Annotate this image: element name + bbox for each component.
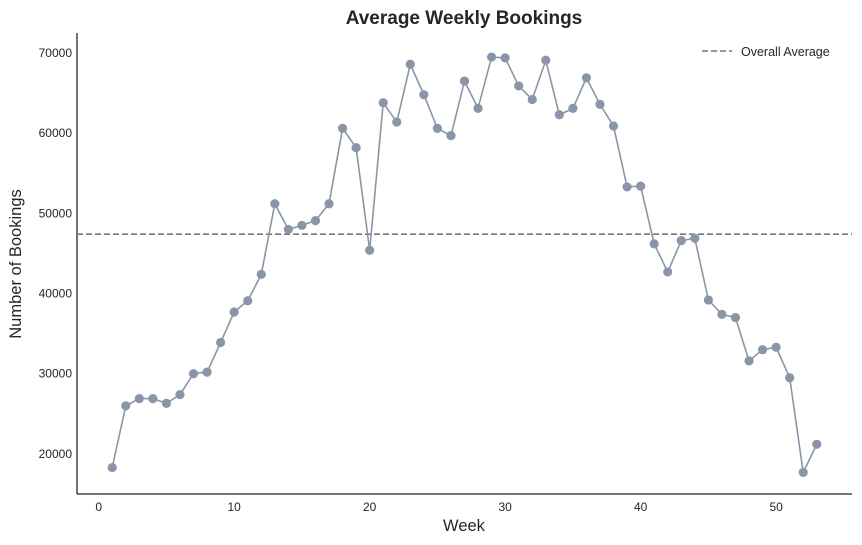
bookings-series-line: [111, 56, 818, 476]
bookings-data-point: [256, 269, 266, 279]
bookings-data-point: [568, 103, 578, 113]
bookings-data-point: [459, 76, 470, 86]
y-tick-label: 30000: [39, 367, 73, 381]
bookings-data-point: [161, 398, 172, 409]
y-tick-label: 50000: [39, 206, 73, 220]
bookings-data-point: [175, 389, 185, 400]
bookings-data-point: [365, 245, 375, 255]
bookings-data-point: [608, 121, 619, 131]
bookings-data-point: [785, 373, 795, 383]
y-tick-label: 40000: [39, 287, 73, 301]
bookings-data-point: [703, 295, 713, 305]
x-tick-label: 10: [227, 500, 241, 514]
bookings-data-point: [107, 462, 117, 473]
x-tick-label: 20: [363, 500, 377, 514]
bookings-data-point: [419, 90, 429, 100]
bookings-data-point: [297, 220, 307, 231]
bookings-data-point: [283, 224, 293, 235]
bookings-data-point: [636, 181, 646, 191]
bookings-data-point: [581, 73, 592, 83]
bookings-data-point: [500, 53, 510, 63]
bookings-data-point: [717, 309, 727, 320]
ticks: 0 10 20 30 40 50 20000 30000 40000 50000 60000 7000…: [39, 46, 783, 514]
bookings-data-point: [812, 439, 822, 449]
bookings-data-point: [270, 199, 280, 209]
bookings-data-point: [121, 401, 131, 411]
bookings-data-point: [690, 233, 700, 243]
x-axis-label: Week: [443, 517, 486, 535]
bookings-data-point: [378, 98, 388, 108]
bookings-data-point: [337, 123, 348, 134]
plot-area: [77, 52, 852, 477]
axes: [76, 33, 852, 495]
bookings-data-point: [351, 143, 361, 153]
bookings-data-point: [798, 467, 808, 477]
bookings-data-point: [757, 345, 768, 355]
bookings-data-point: [229, 307, 239, 317]
bookings-data-point: [134, 393, 144, 404]
bookings-data-point: [243, 296, 253, 306]
bookings-data-point: [595, 99, 605, 109]
bookings-data-point: [405, 59, 415, 69]
bookings-data-point: [392, 117, 402, 127]
bookings-data-point: [527, 94, 537, 105]
bookings-data-point: [202, 367, 212, 377]
bookings-data-point: [541, 55, 551, 65]
legend: Overall Average: [702, 45, 830, 59]
y-axis-label: Number of Bookings: [7, 189, 25, 339]
y-tick-label: 20000: [39, 447, 73, 461]
bookings-data-point: [446, 131, 456, 141]
x-tick-label: 30: [498, 500, 512, 514]
bookings-data-point: [663, 267, 673, 277]
bookings-data-point: [324, 199, 334, 209]
bookings-data-point: [514, 81, 524, 91]
bookings-data-point: [771, 342, 781, 352]
x-tick-label: 40: [634, 500, 648, 514]
bookings-data-point: [216, 337, 226, 348]
y-tick-label: 70000: [39, 46, 73, 60]
bookings-data-point: [554, 110, 564, 120]
bookings-data-point: [744, 356, 754, 366]
bookings-data-point: [486, 52, 497, 62]
bookings-data-point: [148, 393, 158, 404]
x-tick-label: 50: [769, 500, 783, 514]
bookings-data-point: [188, 369, 199, 379]
bookings-data-point: [622, 182, 632, 192]
bookings-data-point: [649, 239, 659, 249]
bookings-data-point: [730, 313, 741, 323]
legend-entry-overall-average: Overall Average: [741, 45, 830, 59]
bookings-data-point: [473, 103, 483, 113]
y-tick-label: 60000: [39, 126, 73, 140]
x-tick-label: 0: [95, 500, 102, 514]
chart-title: Average Weekly Bookings: [346, 8, 583, 29]
bookings-data-point: [310, 216, 321, 226]
bookings-data-point: [676, 236, 686, 246]
bookings-data-point: [432, 123, 443, 134]
